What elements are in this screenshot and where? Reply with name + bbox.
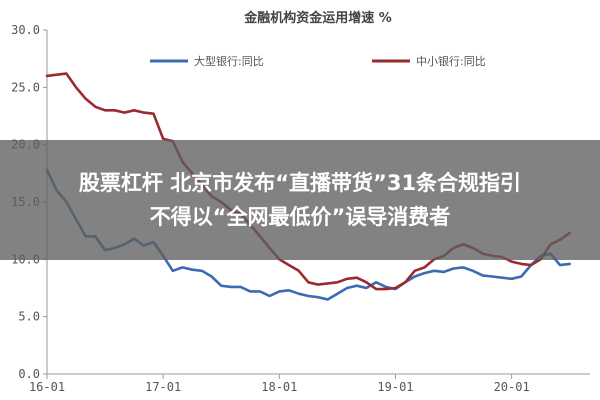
data-point (569, 263, 571, 265)
data-point (56, 74, 58, 76)
data-point (162, 138, 164, 140)
data-point (133, 109, 135, 111)
headline-line-1: 股票杠杆 北京市发布“直播带货”31条合规指引 (78, 171, 522, 195)
data-point (269, 295, 271, 297)
x-tick-label: 17-01 (145, 380, 181, 394)
data-point (65, 73, 67, 75)
data-point (75, 86, 77, 88)
data-point (423, 272, 426, 274)
data-point (298, 293, 300, 295)
data-point (172, 270, 174, 272)
data-point (114, 109, 116, 111)
data-point (365, 281, 367, 283)
data-point (423, 266, 426, 268)
data-point (191, 269, 193, 271)
data-point (85, 98, 87, 100)
y-tick-label: 30.0 (11, 23, 40, 37)
data-point (375, 288, 377, 290)
data-point (288, 289, 290, 291)
data-point (414, 270, 416, 272)
data-point (201, 270, 203, 272)
data-point (336, 293, 338, 295)
data-point (414, 275, 416, 278)
data-point (375, 281, 377, 283)
y-tick-label: 0.0 (18, 367, 40, 381)
chart-title: 金融机构资金运用增速 % (243, 10, 392, 26)
data-point (511, 278, 513, 280)
x-tick-label: 19-01 (377, 380, 413, 394)
data-point (307, 295, 309, 297)
data-point (520, 263, 522, 265)
x-tick-label: 16-01 (29, 380, 65, 394)
data-point (211, 275, 213, 278)
data-point (472, 270, 474, 272)
data-point (530, 264, 532, 266)
data-point (307, 281, 309, 283)
data-point (278, 290, 280, 292)
data-point (230, 286, 232, 288)
headline-banner: 股票杠杆 北京市发布“直播带货”31条合规指引 不得以“全网最低价”误导消费者 (0, 140, 600, 260)
data-point (520, 275, 522, 278)
data-point (123, 112, 125, 114)
data-point (559, 264, 561, 266)
data-point (317, 296, 319, 298)
data-point (385, 286, 387, 288)
data-point (385, 288, 387, 290)
y-tick-label: 25.0 (11, 80, 40, 94)
data-point (482, 274, 484, 276)
data-point (288, 264, 290, 266)
data-point (327, 282, 329, 284)
data-point (433, 270, 435, 272)
data-point (336, 281, 338, 283)
headline-line-2: 不得以“全网最低价”误导消费者 (149, 205, 451, 229)
data-point (356, 277, 358, 279)
data-point (327, 298, 329, 301)
data-point (104, 109, 106, 111)
data-point (453, 267, 455, 270)
data-point (317, 284, 319, 286)
data-point (46, 75, 48, 77)
data-point (152, 113, 155, 115)
data-point (346, 278, 348, 280)
data-point (356, 285, 358, 287)
data-point (94, 106, 96, 108)
data-point (491, 275, 493, 278)
data-point (394, 287, 397, 289)
data-point (298, 270, 300, 272)
legend-label-small-medium-banks: 中小银行:同比 (416, 54, 486, 68)
data-point (365, 287, 367, 289)
data-point (249, 290, 251, 292)
x-tick-label: 20-01 (494, 380, 530, 394)
data-point (181, 266, 184, 268)
data-point (240, 286, 242, 288)
legend: 大型银行:同比 中小银行:同比 (150, 54, 486, 68)
data-point (404, 281, 406, 283)
legend-label-large-banks: 大型银行:同比 (194, 54, 264, 68)
data-point (443, 271, 445, 273)
data-point (143, 112, 145, 114)
data-point (346, 287, 348, 289)
data-point (220, 285, 222, 287)
data-point (511, 261, 513, 263)
y-tick-label: 5.0 (18, 310, 40, 324)
x-tick-label: 18-01 (261, 380, 297, 394)
data-point (259, 290, 261, 292)
data-point (462, 266, 464, 268)
data-point (501, 277, 503, 279)
